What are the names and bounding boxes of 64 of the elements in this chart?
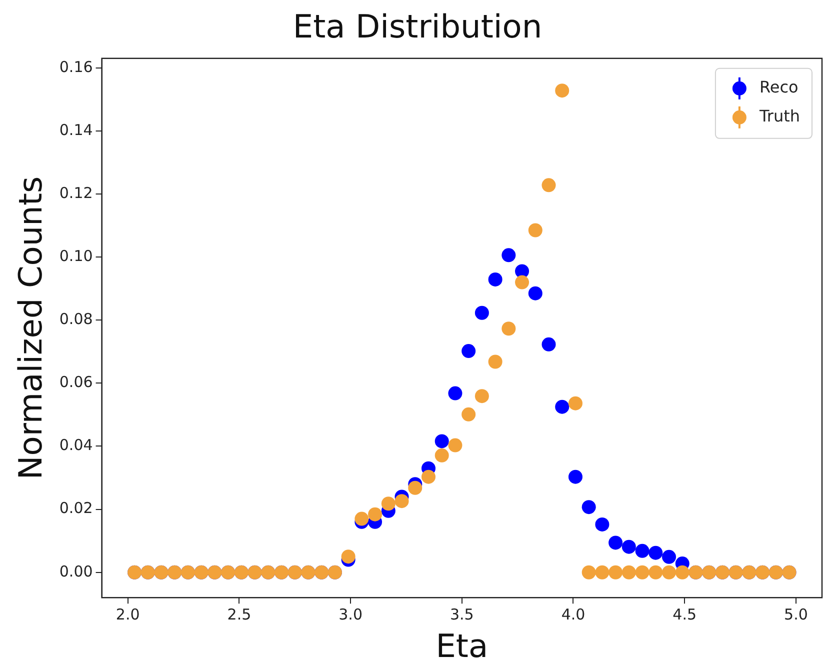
point <box>608 565 623 580</box>
point <box>381 496 396 511</box>
y-tick-label: 0.10 <box>59 246 93 265</box>
point <box>595 517 610 532</box>
point <box>622 565 636 580</box>
y-tick-label: 0.12 <box>59 184 93 202</box>
point <box>582 500 596 514</box>
point <box>448 438 462 452</box>
point <box>595 565 610 580</box>
point <box>528 223 542 238</box>
x-axis-title: Eta <box>436 627 488 666</box>
point <box>635 565 650 580</box>
point <box>462 407 476 422</box>
point <box>568 396 582 410</box>
y-tick-label: 0.06 <box>59 373 93 392</box>
x-tick-label: 5.0 <box>784 605 808 624</box>
point <box>608 536 623 550</box>
x-tick-label: 2.0 <box>116 605 140 624</box>
point <box>394 494 409 508</box>
legend-label: Reco <box>759 78 798 97</box>
point <box>662 550 676 564</box>
point <box>542 178 556 192</box>
y-tick-label: 0.00 <box>59 562 93 580</box>
point <box>542 337 556 352</box>
point <box>555 84 570 98</box>
x-tick-label: 2.5 <box>227 605 252 624</box>
point <box>582 565 596 580</box>
x-tick-label: 4.5 <box>672 605 697 624</box>
y-tick-label: 0.08 <box>59 310 93 328</box>
point <box>488 354 502 369</box>
point <box>528 286 542 300</box>
chart-title: Eta Distribution <box>292 8 542 46</box>
y-tick-label: 0.02 <box>59 499 93 518</box>
point <box>648 565 663 580</box>
point <box>408 480 422 495</box>
point <box>434 434 449 448</box>
point <box>354 512 369 526</box>
point <box>474 389 489 404</box>
point <box>515 275 530 290</box>
point <box>368 507 382 522</box>
y-axis-title: Normalized Counts <box>12 176 50 480</box>
x-tick-label: 4.0 <box>561 605 586 624</box>
point <box>622 540 636 554</box>
point <box>434 448 449 462</box>
point <box>341 550 356 564</box>
x-tick-label: 3.5 <box>450 605 474 624</box>
point <box>448 386 462 400</box>
point <box>648 546 663 560</box>
point <box>568 470 582 484</box>
x-tick-label: 3.0 <box>338 605 362 624</box>
point <box>502 322 516 336</box>
point <box>474 306 489 320</box>
legend-label: Truth <box>758 106 800 126</box>
y-tick-label: 0.04 <box>59 436 93 454</box>
y-tick-label: 0.16 <box>59 58 93 76</box>
y-tick-label: 0.14 <box>59 120 93 139</box>
point <box>662 565 676 580</box>
point <box>462 344 476 358</box>
point <box>488 272 502 286</box>
point <box>635 544 650 558</box>
point <box>555 400 570 414</box>
point <box>675 565 690 580</box>
point <box>502 248 516 262</box>
point <box>421 470 436 484</box>
